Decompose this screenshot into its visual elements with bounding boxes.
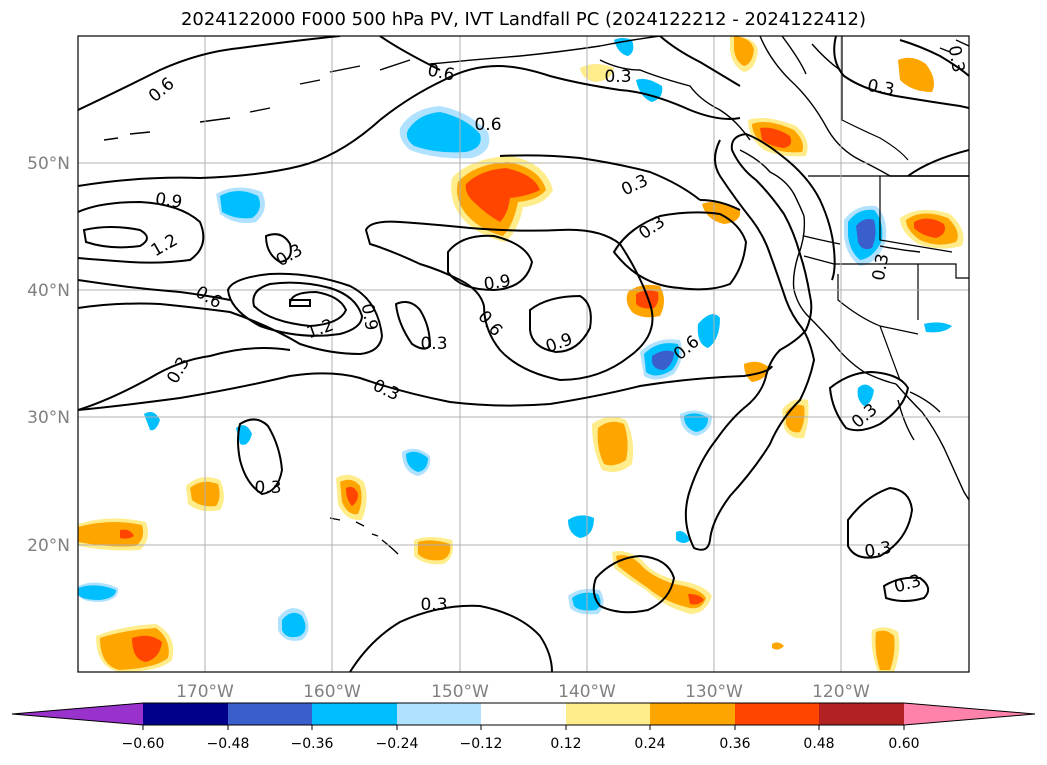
colorbar-tick-label: −0.36: [291, 736, 334, 752]
colorbar-tick-label: −0.12: [460, 736, 503, 752]
map-figure: 0.6 0.6 0.3 0.6 0.9 1.2 0.3 0.3 0.6 0.9 …: [0, 0, 1047, 765]
contour-label: 0.3: [604, 67, 631, 87]
lon-labels: 170°W 160°W 150°W 140°W 130°W 120°W: [176, 682, 870, 702]
contour-label: 0.9: [154, 189, 184, 213]
colorbar-segment: [143, 703, 228, 725]
contour-label: 0.3: [254, 478, 281, 498]
colorbar-segment: [819, 703, 904, 725]
colorbar-segment: [312, 703, 397, 725]
colorbar-segment: [481, 703, 566, 725]
lon-label: 160°W: [303, 682, 361, 702]
lat-label: 40°N: [27, 281, 70, 301]
lat-label: 30°N: [27, 408, 70, 428]
contour-label: 0.3: [420, 334, 447, 354]
colorbar: −0.60 −0.48 −0.36 −0.24 −0.12 0.12 0.24 …: [12, 703, 1035, 752]
map-panel: [78, 36, 969, 672]
lon-label: 130°W: [685, 682, 743, 702]
lon-label: 140°W: [558, 682, 616, 702]
colorbar-segment: [566, 703, 650, 725]
contour-label: 0.6: [474, 115, 501, 135]
colorbar-segment: [735, 703, 819, 725]
colorbar-tick-label: −0.24: [376, 736, 419, 752]
colorbar-tick-label: 0.24: [634, 736, 665, 752]
lon-label: 170°W: [176, 682, 234, 702]
colorbar-segment: [397, 703, 481, 725]
contour-label: 0.9: [483, 271, 513, 295]
lat-label: 20°N: [27, 536, 70, 556]
lat-labels: 50°N 40°N 30°N 20°N: [27, 154, 70, 556]
lon-label: 120°W: [812, 682, 870, 702]
colorbar-tick-label: −0.60: [122, 736, 165, 752]
colorbar-tick-label: 0.48: [803, 736, 834, 752]
colorbar-tick-label: 0.60: [888, 736, 919, 752]
colorbar-segment: [228, 703, 312, 725]
lon-label: 150°W: [431, 682, 489, 702]
colorbar-tick-label: −0.48: [207, 736, 250, 752]
colorbar-tick-label: 0.36: [719, 736, 750, 752]
lat-label: 50°N: [27, 154, 70, 174]
colorbar-segment: [650, 703, 735, 725]
colorbar-tick-label: 0.12: [550, 736, 581, 752]
colorbar-segment: [904, 703, 1035, 725]
colorbar-segment: [12, 703, 143, 725]
contour-label: 0.3: [420, 595, 447, 615]
